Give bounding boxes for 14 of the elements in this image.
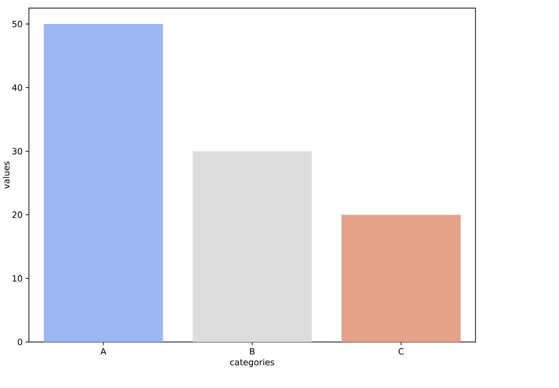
- bar: [342, 214, 461, 342]
- bar: [192, 151, 312, 342]
- y-tick-label: 20: [12, 212, 22, 218]
- y-tick-label: 10: [12, 275, 22, 282]
- y-tick-label: 50: [12, 20, 22, 28]
- bar: [44, 24, 163, 342]
- y-axis-title: values: [2, 162, 10, 189]
- x-tick-label: C: [398, 348, 404, 355]
- x-tick-label: A: [100, 348, 106, 354]
- y-tick-label: 0: [18, 338, 22, 346]
- y-tick-label: 40: [12, 84, 22, 91]
- x-axis-title: categories: [230, 358, 274, 368]
- y-tick-label: 30: [12, 148, 22, 154]
- x-tick-label: B: [250, 348, 255, 354]
